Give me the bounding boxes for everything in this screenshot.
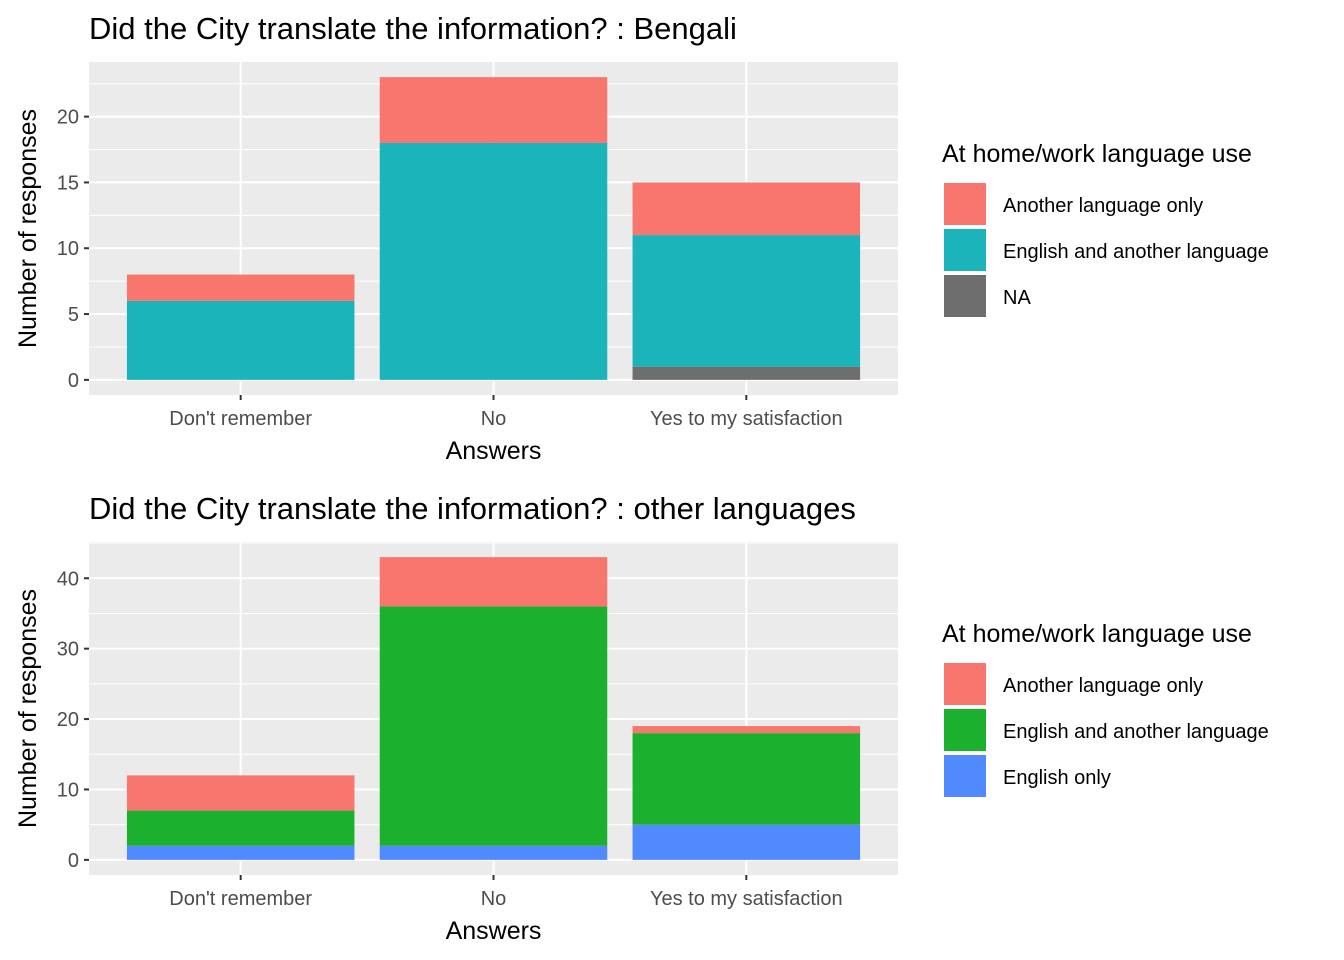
y-tick-label: 5 [68,304,79,326]
chart-title: Did the City translate the information? … [89,491,856,526]
legend-swatch [944,755,986,797]
y-tick-label: 0 [68,850,79,872]
bar-another-language-only-1 [126,274,355,301]
chart-title: Did the City translate the information? … [89,11,737,46]
x-tick-label: Yes to my satisfaction [650,888,843,910]
y-axis-title: Number of responses [14,109,42,348]
legend: At home/work language use Another languag… [942,620,1269,797]
x-axis-title: Answers [446,437,542,465]
bar-english-and-another-language-3 [632,733,861,825]
legend-label: NA [1003,287,1031,309]
y-tick-label: 20 [57,709,79,731]
x-axis-title: Answers [446,917,542,945]
legend-swatch [944,183,986,225]
y-tick-label: 10 [57,238,79,260]
y-axis-title: Number of responses [14,589,42,828]
legend: At home/work language use Another languag… [942,140,1269,317]
bar-english-and-another-language-1 [126,300,355,380]
legend-label: Another language only [1003,195,1203,217]
legend-label: English and another language [1003,241,1269,263]
bar-english-only-2 [379,845,608,860]
x-tick-label: No [481,888,507,910]
legend-label: English only [1003,767,1111,789]
x-tick-label: Yes to my satisfaction [650,408,843,430]
y-tick-label: 15 [57,172,79,194]
x-tick-label: Don't remember [169,888,312,910]
legend-label: Another language only [1003,675,1203,697]
bar-another-language-only-3 [632,182,861,236]
chart-panel-2: Did the City translate the information? … [14,491,1269,945]
bar-english-and-another-language-3 [632,235,861,367]
y-tick-label: 10 [57,779,79,801]
bar-another-language-only-2 [379,77,608,143]
legend-swatch [944,229,986,271]
x-tick-label: Don't remember [169,408,312,430]
y-tick-label: 40 [57,568,79,590]
bar-another-language-only-3 [632,726,861,734]
bar-english-and-another-language-2 [379,142,608,380]
bar-another-language-only-1 [126,775,355,811]
bar-na-3 [632,366,861,380]
legend-swatch [944,709,986,751]
y-tick-label: 20 [57,107,79,129]
bar-english-only-3 [632,824,861,860]
legend-swatch [944,663,986,705]
legend-title: At home/work language use [942,140,1252,168]
bar-english-and-another-language-1 [126,810,355,846]
bar-english-only-1 [126,845,355,860]
x-tick-label: No [481,408,507,430]
y-tick-label: 30 [57,639,79,661]
bar-another-language-only-2 [379,557,608,607]
legend-label: English and another language [1003,721,1269,743]
chart-panel-1: Did the City translate the information? … [14,11,1269,465]
legend-swatch [944,275,986,317]
y-tick-label: 0 [68,370,79,392]
bar-english-and-another-language-2 [379,606,608,846]
legend-title: At home/work language use [942,620,1252,648]
